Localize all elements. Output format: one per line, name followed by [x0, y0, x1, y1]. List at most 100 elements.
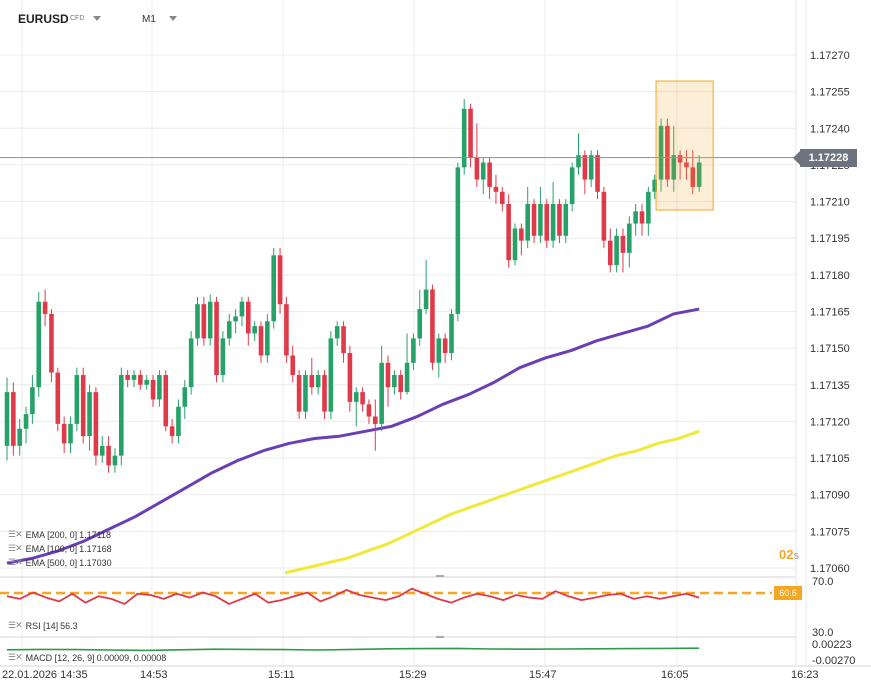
candle-body — [480, 162, 486, 180]
candle-body — [569, 167, 575, 205]
timer-unit: s — [793, 550, 799, 562]
rsi-pane: 70.0 30.0 — [0, 576, 833, 639]
candle-body — [455, 167, 461, 314]
candle-body — [671, 155, 677, 180]
candle-body — [201, 304, 207, 339]
candle-body — [157, 375, 162, 400]
time-axis[interactable]: 22.01.2026 14:35 14:53 15:11 15:29 15:47 16:0… — [2, 669, 819, 681]
price-axis-label: 1.17195 — [810, 233, 850, 245]
candle-body — [563, 204, 569, 236]
indicator-label: EMA [200, 0] — [25, 529, 78, 540]
macd-pane: 0.00223 -0.00270 — [6, 639, 855, 667]
candle-body — [106, 445, 111, 466]
settings-close-icon[interactable]: ☰✕ — [8, 529, 23, 539]
candle-body — [677, 155, 683, 163]
candle-body — [68, 423, 73, 444]
candle-body — [436, 338, 442, 363]
candle-body — [42, 301, 48, 314]
settings-close-icon[interactable]: ☰✕ — [8, 652, 23, 662]
candle-body — [93, 392, 99, 456]
candle-body — [582, 155, 588, 180]
candle-body — [258, 326, 264, 356]
time-axis-label: 15:29 — [399, 669, 427, 681]
candle-body — [461, 108, 467, 168]
candle-body — [392, 375, 397, 388]
price-axis-label: 1.17240 — [810, 123, 850, 135]
candle-body — [544, 204, 550, 241]
symbol-dropdown-icon[interactable] — [93, 16, 101, 21]
indicator-ema500[interactable]: ☰✕ EMA [500, 0] 1.17030 — [8, 557, 112, 568]
candle-body — [74, 375, 80, 424]
indicator-label: EMA [100, 0] — [25, 543, 78, 554]
candle-body — [379, 362, 384, 424]
candle-body — [265, 321, 270, 356]
candle-body — [373, 416, 378, 424]
candle-body — [17, 428, 22, 446]
candle-body — [512, 228, 518, 261]
indicator-value: 0.00008 — [133, 652, 167, 663]
candle-body — [639, 211, 645, 224]
candle-body — [246, 301, 251, 334]
indicator-label: MACD [12, 26, 9] — [25, 652, 95, 663]
settings-close-icon[interactable]: ☰✕ — [8, 543, 23, 553]
candle-body — [36, 301, 42, 388]
candle-body — [30, 387, 35, 415]
candle-body — [169, 426, 175, 437]
rsi-axis-label: 30.0 — [812, 627, 833, 639]
price-axis-label: 1.17165 — [810, 307, 850, 319]
candle-body — [138, 375, 143, 385]
timeframe-dropdown-icon[interactable] — [169, 16, 177, 21]
candle-body — [519, 228, 524, 241]
candle-body — [500, 191, 505, 205]
symbol-name[interactable]: EURUSD — [18, 12, 69, 26]
candle-body — [271, 255, 276, 322]
price-axis-label: 1.17150 — [810, 343, 850, 355]
candle-body — [487, 162, 492, 187]
ema-500-path — [284, 429, 700, 575]
ema-200-path — [6, 307, 700, 565]
macd-axis-label: -0.00270 — [812, 655, 855, 667]
price-axis-label: 1.17075 — [810, 526, 850, 538]
pane-resize-handle — [436, 636, 444, 638]
candle-body — [620, 235, 626, 253]
candle-body — [309, 375, 315, 388]
ema-200-line — [6, 307, 700, 565]
candle-body — [665, 125, 670, 180]
candle-body — [239, 301, 245, 317]
candle-body — [188, 338, 194, 388]
indicator-ema100[interactable]: ☰✕ EMA [100, 0] 1.17168 — [8, 543, 112, 554]
candle-body — [144, 379, 149, 385]
candle-body — [652, 179, 657, 192]
candle-body — [404, 362, 410, 393]
timeframe-selector[interactable]: M1 — [142, 14, 156, 25]
candle-body — [125, 375, 130, 380]
indicator-ema200[interactable]: ☰✕ EMA [200, 0] 1.17118 — [8, 529, 111, 540]
candle-body — [303, 375, 308, 412]
candle-body — [538, 204, 543, 236]
price-axis-label: 1.17060 — [810, 563, 850, 575]
candle-body — [557, 204, 562, 236]
rsi-line — [6, 587, 700, 605]
candle-body — [550, 204, 556, 241]
price-axis[interactable]: 1.172701.172551.172401.172251.172101.171… — [810, 50, 850, 575]
candle-body — [296, 375, 302, 412]
highlight-box[interactable] — [655, 80, 714, 211]
price-axis-label: 1.17210 — [810, 197, 850, 209]
candle-body — [322, 375, 327, 412]
candle-body — [112, 455, 118, 466]
candle-body — [633, 211, 638, 224]
candle-body — [220, 338, 226, 376]
candle-body — [411, 338, 416, 363]
candle-body — [684, 162, 689, 168]
candle-body — [334, 326, 340, 339]
indicator-macd[interactable]: ☰✕ MACD [12, 26, 9] 0.00009, 0.00008 — [8, 652, 166, 663]
candle-body — [233, 316, 238, 322]
candle-body — [614, 235, 619, 266]
indicator-rsi[interactable]: ☰✕ RSI [14] 56.3 — [8, 620, 78, 631]
settings-close-icon[interactable]: ☰✕ — [8, 557, 23, 567]
candle-body — [163, 375, 169, 427]
price-axis-label: 1.17270 — [810, 50, 850, 62]
settings-close-icon[interactable]: ☰✕ — [8, 620, 23, 630]
pane-resize-handle — [436, 575, 444, 577]
